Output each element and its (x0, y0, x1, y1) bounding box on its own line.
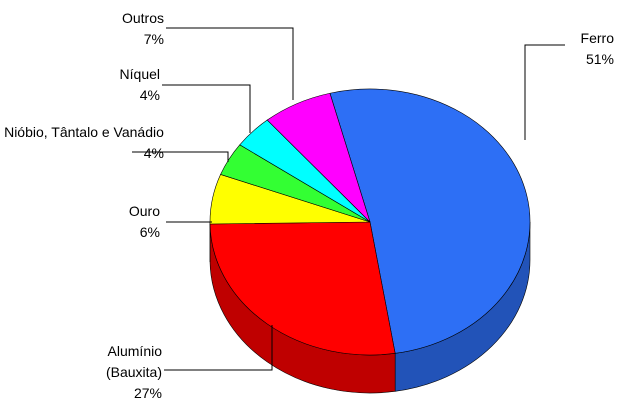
category-label: Níquel (119, 66, 160, 82)
category-label: Ouro (128, 203, 160, 219)
value-label: 27% (133, 385, 162, 401)
slice (209, 221, 396, 356)
slice-label: Ferro 51% (554, 28, 614, 70)
slice-label: Ouro 6% (80, 201, 160, 243)
slice (266, 92, 371, 223)
pie-tops (209, 88, 531, 356)
leader-line (524, 44, 565, 140)
value-label: 4% (139, 87, 160, 103)
slice-label: Nióbio, Tântalo e Vanádio 4% (4, 122, 164, 164)
leader-line (166, 27, 294, 100)
category-label: Outros (121, 10, 164, 26)
slice (329, 88, 531, 354)
leader-line (164, 325, 273, 371)
slice-label: Alumínio (Bauxita) 27% (52, 341, 162, 402)
value-label: 7% (143, 31, 164, 47)
category-label: Alumínio (Bauxita) (105, 343, 162, 380)
leader-line (162, 84, 251, 133)
category-label: Nióbio, Tântalo e Vanádio (4, 124, 164, 140)
value-label: 4% (143, 145, 164, 161)
value-label: 6% (139, 224, 160, 240)
leader-lines (132, 27, 565, 371)
category-label: Ferro (580, 30, 614, 46)
leader-line (132, 151, 229, 162)
value-label: 51% (585, 51, 614, 67)
slice-label: Níquel 4% (80, 64, 160, 106)
slice-label: Outros 7% (84, 8, 164, 50)
